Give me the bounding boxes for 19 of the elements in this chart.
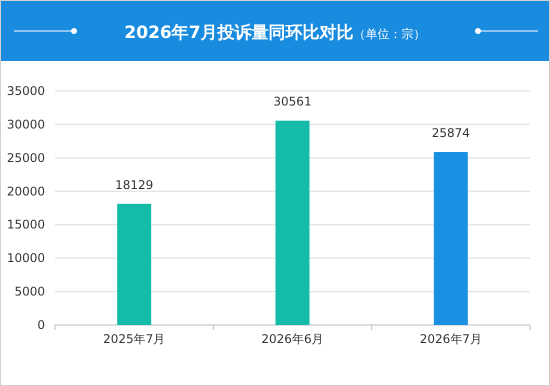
- y-tick-label: 25000: [6, 150, 45, 165]
- data-label: 18129: [115, 178, 154, 192]
- y-tick-label: 30000: [6, 117, 45, 132]
- data-label: 30561: [273, 94, 312, 109]
- x-tick-label: 2025年7月: [103, 332, 166, 346]
- bar: [117, 204, 152, 325]
- x-tick-label: 2026年6月: [261, 332, 324, 346]
- chart-title: 2026年7月投诉量同环比对比: [124, 23, 354, 43]
- data-label: 25874: [432, 126, 470, 140]
- y-tick-label: 20000: [6, 184, 45, 198]
- chart-subtitle: （单位：宗）: [354, 27, 426, 41]
- y-tick-label: 0: [37, 318, 45, 332]
- y-tick-label: 15000: [6, 218, 45, 232]
- x-tick-label: 2026年7月: [420, 332, 482, 346]
- y-tick-label: 10000: [6, 251, 45, 266]
- bar: [276, 120, 310, 325]
- y-tick-label: 35000: [6, 84, 45, 98]
- y-tick-label: 5000: [14, 284, 45, 299]
- bar: [434, 152, 468, 325]
